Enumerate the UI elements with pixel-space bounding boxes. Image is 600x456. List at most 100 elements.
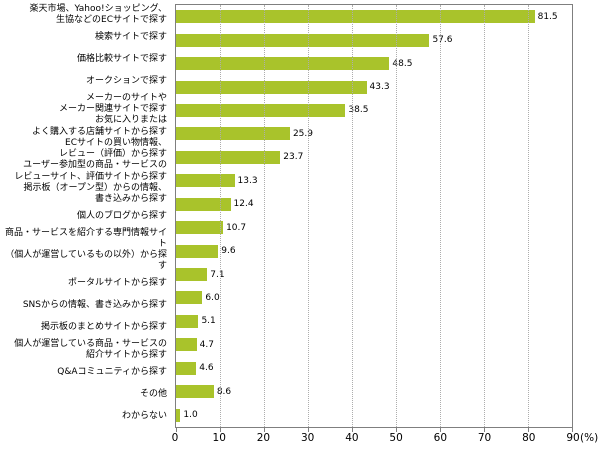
gridline bbox=[220, 5, 221, 427]
gridline bbox=[264, 5, 265, 427]
chart-row: 23.7 bbox=[176, 146, 572, 169]
chart-row: 38.5 bbox=[176, 99, 572, 122]
value-label: 38.5 bbox=[348, 105, 369, 116]
bar bbox=[176, 268, 208, 282]
bar bbox=[176, 385, 214, 399]
bar bbox=[176, 80, 367, 94]
bar bbox=[176, 408, 181, 422]
x-axis-unit-label: (%) bbox=[580, 432, 599, 444]
category-label: 掲示板（オープン型）からの情報、 書き込みから探す bbox=[23, 182, 167, 205]
tick-mark bbox=[572, 428, 573, 432]
gridline bbox=[307, 5, 309, 427]
x-tick-label: 60 bbox=[433, 432, 448, 444]
chart-row: 1.0 bbox=[176, 403, 572, 426]
chart-row: 7.1 bbox=[176, 263, 572, 286]
value-label: 7.1 bbox=[210, 269, 225, 280]
category-labels-column: 楽天市場、Yahoo!ショッピング、 生協などのECサイトで探す検索サイトで探す… bbox=[0, 4, 173, 428]
tick-mark bbox=[528, 428, 529, 432]
bar bbox=[176, 361, 197, 375]
bar bbox=[176, 338, 197, 352]
chart-row: 8.6 bbox=[176, 380, 572, 403]
category-label: ポータルサイトから探す bbox=[67, 278, 167, 289]
x-tick-label: 20 bbox=[256, 432, 271, 444]
tick-mark bbox=[439, 428, 441, 432]
value-label: 81.5 bbox=[537, 11, 558, 22]
bar bbox=[176, 221, 224, 235]
bar bbox=[176, 150, 281, 164]
value-label: 12.4 bbox=[233, 199, 254, 210]
x-tick-label: 10 bbox=[212, 432, 226, 444]
tick-mark bbox=[396, 428, 397, 432]
value-label: 10.7 bbox=[226, 222, 247, 233]
chart-row: 6.0 bbox=[176, 286, 572, 309]
bar-rows: 81.5 57.6 48.5 43.3 38.5 25.9 23.7 13.3 12.4 10.7… bbox=[176, 5, 572, 427]
bar bbox=[176, 57, 390, 71]
x-tick-label: 0 bbox=[171, 432, 179, 444]
value-label: 4.7 bbox=[199, 339, 214, 350]
chart-row: 9.6 bbox=[176, 239, 572, 262]
gridline bbox=[439, 5, 441, 427]
x-tick-label: 90 bbox=[566, 432, 580, 444]
chart-row: 57.6 bbox=[176, 28, 572, 51]
bar bbox=[176, 33, 430, 47]
category-label: 個人が運営している商品・サービスの 紹介サイトから探す bbox=[14, 339, 167, 361]
gridline bbox=[528, 5, 529, 427]
x-tick-label: 30 bbox=[300, 432, 315, 444]
bar bbox=[176, 291, 203, 305]
value-label: 9.6 bbox=[221, 246, 236, 257]
value-label: 48.5 bbox=[392, 58, 413, 69]
tick-mark bbox=[220, 428, 221, 432]
bar bbox=[176, 174, 235, 188]
x-tick-label: 40 bbox=[345, 432, 359, 444]
bar bbox=[176, 197, 231, 211]
value-label: 6.0 bbox=[205, 292, 220, 303]
category-label: オークションで探す bbox=[85, 76, 167, 87]
category-label: 掲示板のまとめサイトから探す bbox=[40, 322, 167, 333]
value-label: 23.7 bbox=[283, 152, 304, 163]
category-label: わからない bbox=[121, 411, 167, 422]
value-label: 8.6 bbox=[216, 386, 232, 397]
tick-mark bbox=[484, 428, 485, 432]
chart-row: 81.5 bbox=[176, 5, 572, 28]
category-label: 商品・サービスを紹介する専門情報サイト （個人が運営しているもの以外）から探す bbox=[4, 227, 167, 272]
value-label: 57.6 bbox=[432, 35, 453, 46]
value-label: 13.3 bbox=[237, 175, 258, 186]
category-label: Q&Aコミュニティから探す bbox=[57, 367, 167, 378]
chart-row: 25.9 bbox=[176, 122, 572, 145]
category-label: 楽天市場、Yahoo!ショッピング、 生協などのECサイトで探す bbox=[29, 4, 167, 26]
chart-row: 12.4 bbox=[176, 193, 572, 216]
gridline bbox=[484, 5, 485, 427]
category-label: お気に入りまたは よく購入する店舗サイトから探す bbox=[31, 115, 167, 137]
gridline bbox=[352, 5, 353, 427]
value-label: 4.6 bbox=[199, 363, 214, 374]
x-axis: 0 10 20 30 40 50 60 70 80 90 (%) bbox=[171, 432, 599, 448]
chart-row: 4.7 bbox=[176, 333, 572, 356]
chart-row: 10.7 bbox=[176, 216, 572, 239]
gridline bbox=[396, 5, 397, 427]
category-label: 個人のブログから探す bbox=[76, 210, 167, 221]
bar bbox=[176, 244, 219, 258]
category-label: SNSからの情報、書き込みから探す bbox=[22, 300, 167, 311]
value-label: 5.1 bbox=[201, 316, 216, 327]
chart-row: 13.3 bbox=[176, 169, 572, 192]
value-label: 1.0 bbox=[183, 410, 198, 421]
chart-row: 43.3 bbox=[176, 75, 572, 98]
value-label: 43.3 bbox=[369, 82, 390, 93]
tick-mark bbox=[264, 428, 265, 432]
plot-area: 81.5 57.6 48.5 43.3 38.5 25.9 23.7 13.3 12.4 10.7… bbox=[175, 4, 573, 432]
chart-row: 4.6 bbox=[176, 357, 572, 380]
chart-row: 48.5 bbox=[176, 52, 572, 75]
x-tick-label: 80 bbox=[522, 432, 536, 444]
value-label: 25.9 bbox=[292, 128, 313, 139]
bar bbox=[176, 314, 199, 328]
category-label: ユーザー参加型の商品・サービスの レビューサイト、評価サイトから探す bbox=[14, 160, 167, 182]
bar bbox=[176, 103, 346, 117]
category-label: その他 bbox=[139, 389, 167, 400]
x-tick-label: 50 bbox=[389, 432, 403, 444]
category-label: 価格比較サイトで探す bbox=[76, 54, 167, 65]
tick-mark bbox=[352, 428, 353, 432]
bar bbox=[176, 127, 290, 141]
bar bbox=[176, 10, 535, 24]
category-label: 検索サイトで探す bbox=[94, 31, 167, 42]
